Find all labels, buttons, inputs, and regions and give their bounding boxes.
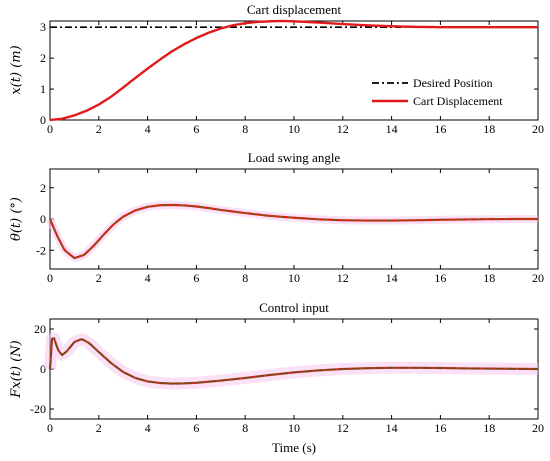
x-tick-label: 6 [193,271,199,285]
y-tick-label: 0 [40,113,46,127]
x-tick-label: 20 [532,271,544,285]
x-tick-label: 8 [242,122,248,136]
x-tick-label: 2 [96,421,102,435]
x-tick-label: 8 [242,271,248,285]
x-tick-label: 8 [242,421,248,435]
x-tick-label: 4 [145,122,151,136]
legend-cart-label: Cart Displacement [413,94,503,108]
swing-angle-overlay [49,204,538,259]
x-tick-label: 12 [337,271,349,285]
y-tick-label: -20 [30,402,46,416]
y-tick-label: 2 [40,51,46,65]
x-tick-label: 16 [434,421,446,435]
x-tick-label: 18 [483,271,495,285]
cart-displacement-line [49,19,538,122]
cart-displacement-legend: Desired Position Cart Displacement [366,74,534,114]
x-tick-label: 10 [288,122,300,136]
control-input-title: Control input [259,300,329,315]
load-swing-ticks: 0 2 4 6 8 10 12 14 16 18 20-202 [36,169,544,285]
x-tick-label: 0 [47,271,53,285]
x-tick-label: 10 [288,421,300,435]
cart-displacement-series [49,19,538,122]
x-tick-label: 14 [386,421,398,435]
x-tick-label: 20 [532,122,544,136]
x-tick-label: 14 [386,271,398,285]
y-tick-label: 3 [40,20,46,34]
x-tick-label: 16 [434,122,446,136]
x-tick-label: 0 [47,421,53,435]
x-tick-label: 4 [145,271,151,285]
x-tick-label: 18 [483,122,495,136]
cart-displacement-plot: Cart displacement 0 2 4 6 8 10 12 14 16 18 200123 … [9,2,544,136]
x-axis-label: Time (s) [272,440,316,455]
x-tick-label: 18 [483,421,495,435]
control-input-series [44,332,542,390]
x-tick-label: 12 [337,122,349,136]
load-swing-plot: Load swing angle 0 2 4 6 8 10 12 14 16 18 20-202 θ… [9,150,544,285]
load-swing-series [46,200,540,263]
x-tick-label: 6 [193,122,199,136]
cart-displacement-title: Cart displacement [247,2,342,17]
y-tick-label: 20 [34,322,46,336]
cart-displacement-ylabel: x(t) (m) [9,45,24,94]
load-swing-ylabel: θ(t) (°) [9,197,24,241]
y-tick-label: -2 [36,243,46,257]
x-tick-label: 2 [96,271,102,285]
legend-box [366,74,534,114]
legend-desired-label: Desired Position [413,76,493,90]
y-tick-label: 0 [40,212,46,226]
y-tick-label: 1 [40,82,46,96]
x-tick-label: 10 [288,271,300,285]
x-tick-label: 4 [145,421,151,435]
x-tick-label: 12 [337,421,349,435]
x-tick-label: 20 [532,421,544,435]
x-tick-label: 0 [47,122,53,136]
control-input-ylabel: Fx(t) (N) [9,340,24,398]
x-tick-label: 16 [434,271,446,285]
x-tick-label: 14 [386,122,398,136]
uncertainty-band [44,332,542,390]
control-input-overlay [49,337,539,385]
y-tick-label: 2 [40,181,46,195]
load-swing-title: Load swing angle [248,150,341,165]
x-tick-label: 6 [193,421,199,435]
uncertainty-band [46,200,540,263]
x-tick-label: 2 [96,122,102,136]
y-tick-label: 0 [40,362,46,376]
